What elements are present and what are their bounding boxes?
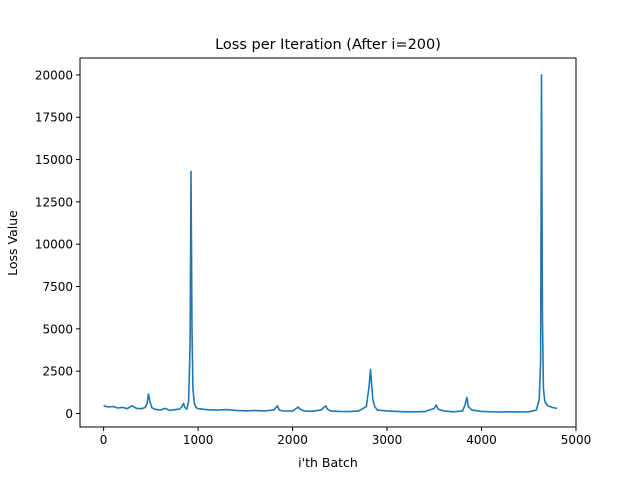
- y-tick-label: 5000: [42, 322, 73, 336]
- series-line-0: [103, 74, 558, 413]
- y-axis-label: Loss Value: [5, 210, 20, 276]
- y-tick-label: 15000: [35, 153, 73, 167]
- x-tick-label: 2000: [277, 433, 308, 447]
- x-tick-label: 3000: [372, 433, 403, 447]
- series-layer: [103, 74, 558, 413]
- plot-area: [80, 58, 576, 427]
- y-tick-label: 10000: [35, 238, 73, 252]
- x-tick-label: 5000: [561, 433, 592, 447]
- x-axis-ticks: 0 1000 2000 3000 4000 5000: [100, 427, 591, 447]
- x-tick-label: 4000: [466, 433, 497, 447]
- y-tick-label: 20000: [35, 68, 73, 82]
- y-tick-label: 17500: [35, 111, 73, 125]
- y-tick-label: 7500: [42, 280, 73, 294]
- plot-frame: [79, 57, 577, 428]
- y-tick-label: 0: [65, 407, 73, 421]
- y-axis-ticks: 0 2500 5000 7500 10000 12500 15000 17500 20000: [35, 68, 80, 421]
- x-tick-label: 0: [100, 433, 108, 447]
- y-tick-label: 12500: [35, 195, 73, 209]
- y-tick-label: 2500: [42, 365, 73, 379]
- x-tick-label: 1000: [183, 433, 214, 447]
- chart-title: Loss per Iteration (After i=200): [215, 37, 441, 53]
- x-axis-label: i'th Batch: [298, 455, 358, 470]
